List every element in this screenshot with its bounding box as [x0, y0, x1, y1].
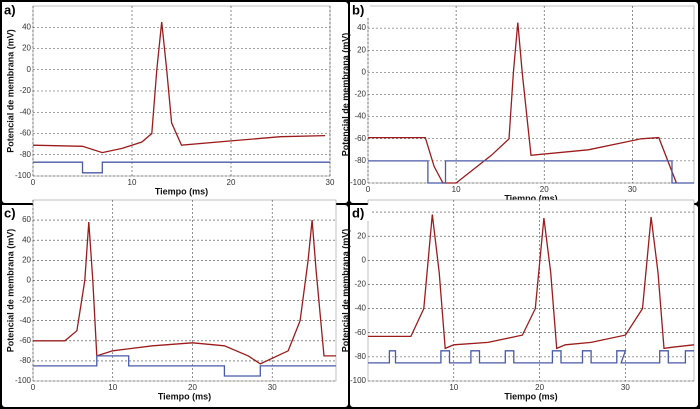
x-tick-label: 30	[628, 185, 637, 194]
label-box	[2, 205, 22, 221]
y-axis-label: Potencial de membrana (mV)	[5, 29, 15, 153]
trace	[368, 214, 695, 350]
y-axis-label: Potencial de membrana (mV)	[340, 33, 350, 157]
y-tick-label: 20	[357, 231, 366, 240]
label-box	[2, 2, 22, 18]
y-tick-label: -100	[350, 376, 367, 385]
y-tick-label: -80	[354, 156, 366, 165]
x-axis-label: Tiempo (ms)	[158, 391, 211, 401]
y-tick-label: 40	[22, 22, 31, 31]
x-tick-label: 30	[621, 383, 630, 392]
x-tick-label: 20	[188, 383, 197, 392]
x-tick-label: 0	[366, 185, 371, 194]
y-axis-label: Potencial de membrana (mV)	[340, 229, 350, 353]
trace	[368, 22, 678, 184]
x-tick-label: 30	[326, 178, 335, 187]
y-tick-label: 0	[27, 65, 32, 74]
y-tick-label: -20	[19, 296, 31, 305]
x-tick-label: 0	[31, 178, 36, 187]
x-tick-label: 0	[31, 383, 36, 392]
y-tick-label: -100	[15, 171, 32, 180]
trace	[33, 355, 336, 377]
y-tick-label: -20	[354, 280, 366, 289]
y-tick-label: -60	[19, 336, 31, 345]
y-tick-label: 20	[22, 44, 31, 53]
y-tick-label: -60	[354, 134, 366, 143]
y-tick-label: 0	[27, 276, 32, 285]
x-tick-label: 20	[535, 383, 544, 392]
y-tick-label: 20	[357, 45, 366, 54]
y-tick-label: -40	[354, 112, 366, 121]
trace	[32, 21, 326, 154]
x-tick-label: 10	[108, 383, 117, 392]
y-tick-label: 0	[362, 255, 367, 264]
y-tick-label: 60	[22, 215, 31, 224]
y-tick-label: -20	[19, 86, 31, 95]
trace	[33, 161, 330, 174]
x-tick-label: 30	[268, 383, 277, 392]
panel-label: d)	[352, 205, 364, 220]
y-tick-label: -40	[19, 107, 31, 116]
y-tick-label: 40	[22, 235, 31, 244]
y-tick-label: -80	[19, 356, 31, 365]
panel-label: a)	[4, 2, 16, 17]
x-tick-label: 10	[449, 383, 458, 392]
x-tick-label: 20	[540, 185, 549, 194]
y-tick-label: -60	[354, 328, 366, 337]
y-tick-label: -100	[350, 178, 367, 187]
y-tick-label: -80	[19, 150, 31, 159]
y-tick-label: -20	[354, 90, 366, 99]
label-box	[350, 2, 370, 18]
plot-area	[32, 199, 337, 382]
plot-area	[367, 199, 695, 382]
y-tick-label: -40	[19, 316, 31, 325]
y-tick-label: 0	[362, 67, 367, 76]
trace	[33, 220, 336, 365]
y-tick-label: -100	[15, 376, 32, 385]
y-tick-label: -80	[354, 352, 366, 361]
panel-label: c)	[4, 205, 16, 220]
y-tick-label: 40	[357, 23, 366, 32]
trace	[368, 350, 694, 364]
trace	[368, 160, 694, 184]
y-axis-label: Potencial de membrana (mV)	[5, 229, 15, 353]
x-axis-label: Tiempo (ms)	[155, 186, 208, 196]
x-tick-label: 20	[227, 178, 236, 187]
x-tick-label: 10	[128, 178, 137, 187]
x-tick-label: 10	[452, 185, 461, 194]
y-tick-label: 20	[22, 255, 31, 264]
label-box	[350, 205, 370, 221]
x-axis-label: Tiempo (ms)	[504, 391, 557, 401]
x-axis-label: Tiempo (ms)	[504, 193, 557, 203]
panel-label: b)	[352, 2, 364, 17]
y-tick-label: -60	[19, 129, 31, 138]
y-tick-label: -40	[354, 304, 366, 313]
